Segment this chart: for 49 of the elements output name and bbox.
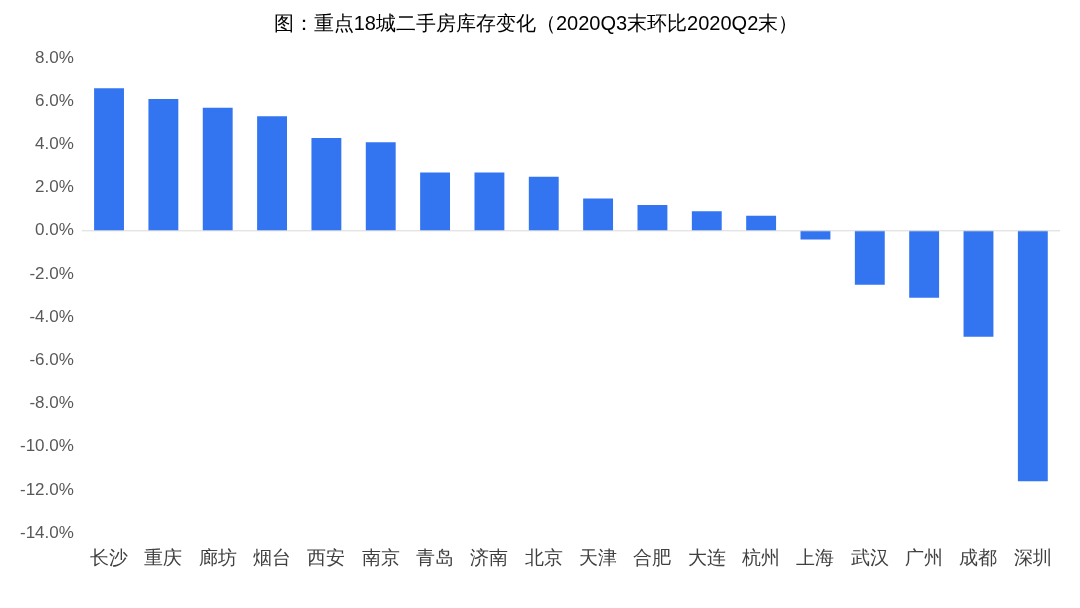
- bar: [202, 107, 233, 231]
- x-tick-label: 大连: [687, 546, 726, 568]
- x-tick-label: 深圳: [1013, 546, 1052, 568]
- bar: [800, 230, 831, 240]
- bar: [311, 137, 342, 231]
- y-tick-label: -8.0%: [29, 393, 74, 413]
- bar: [94, 88, 124, 231]
- y-tick-label: -4.0%: [29, 306, 74, 326]
- bar: [1017, 230, 1048, 482]
- y-tick-label: -14.0%: [19, 522, 74, 542]
- x-tick-label: 广州: [905, 546, 944, 568]
- x-tick-label: 成都: [959, 546, 998, 568]
- x-tick-label: 武汉: [850, 546, 889, 568]
- x-tick-label: 青岛: [416, 546, 455, 568]
- bar: [691, 211, 722, 231]
- bar: [583, 198, 614, 231]
- x-tick-label: 廊坊: [198, 546, 237, 568]
- x-tick-label: 杭州: [741, 546, 781, 568]
- y-tick-label: -6.0%: [29, 350, 74, 370]
- bar: [909, 230, 940, 298]
- y-tick-label: -10.0%: [19, 436, 74, 456]
- y-tick-label: 0.0%: [35, 220, 74, 240]
- x-tick-label: 济南: [470, 546, 509, 568]
- x-tick-label: 上海: [796, 546, 835, 568]
- bar: [420, 172, 451, 231]
- bar: [474, 172, 505, 231]
- y-tick-label: 8.0%: [35, 47, 74, 67]
- bar: [257, 116, 287, 231]
- bar: [854, 230, 885, 285]
- y-tick-label: 6.0%: [35, 90, 74, 110]
- y-tick-label: 4.0%: [35, 134, 74, 154]
- x-tick-label: 西安: [307, 546, 346, 568]
- bar: [963, 230, 994, 337]
- bar: [148, 99, 179, 231]
- y-tick-label: -2.0%: [29, 263, 74, 283]
- x-tick-label: 烟台: [253, 546, 292, 568]
- x-tick-label: 南京: [361, 546, 400, 568]
- bar: [637, 204, 668, 231]
- x-tick-label: 长沙: [90, 546, 129, 568]
- bar: [365, 142, 396, 231]
- x-tick-label: 天津: [579, 546, 618, 568]
- bar: [528, 176, 559, 231]
- x-tick-label: 重庆: [144, 546, 183, 568]
- bar: [746, 215, 777, 231]
- x-tick-label: 合肥: [633, 546, 672, 568]
- y-tick-label: -12.0%: [19, 479, 74, 499]
- chart-title: 图：重点18城二手房库存变化（2020Q3末环比2020Q2末）: [273, 11, 799, 34]
- x-tick-label: 北京: [524, 546, 563, 568]
- y-tick-label: 2.0%: [35, 177, 74, 197]
